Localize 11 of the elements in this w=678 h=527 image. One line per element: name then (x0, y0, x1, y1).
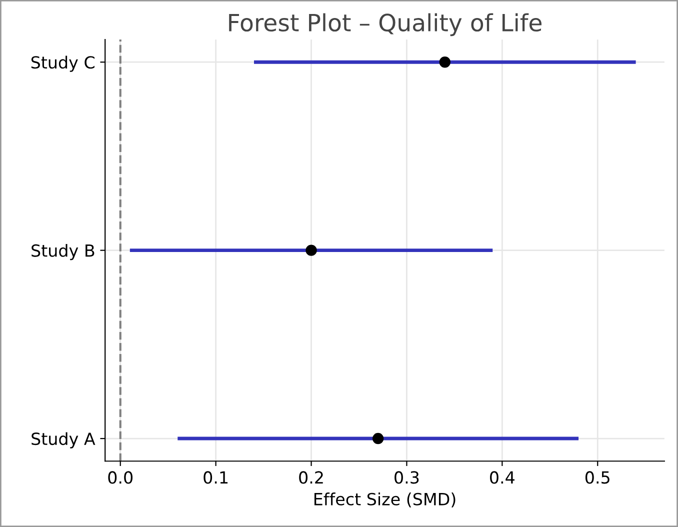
x-tick-label: 0.2 (299, 471, 323, 484)
y-tick-label: Study A (32, 432, 96, 448)
x-tick-label: 0.0 (108, 471, 133, 484)
x-tick-label: 0.4 (490, 471, 514, 484)
y-tick-label: Study B (32, 244, 94, 260)
x-tick-label: 0.5 (585, 471, 610, 484)
x-axis-title: Effect Size (SMD) (314, 492, 456, 508)
chart-title: Forest Plot – Quality of Life (229, 13, 542, 36)
y-tick-label: Study C (31, 56, 94, 72)
x-tick-label: 0.1 (204, 471, 228, 484)
x-tick-label: 0.3 (394, 471, 419, 484)
